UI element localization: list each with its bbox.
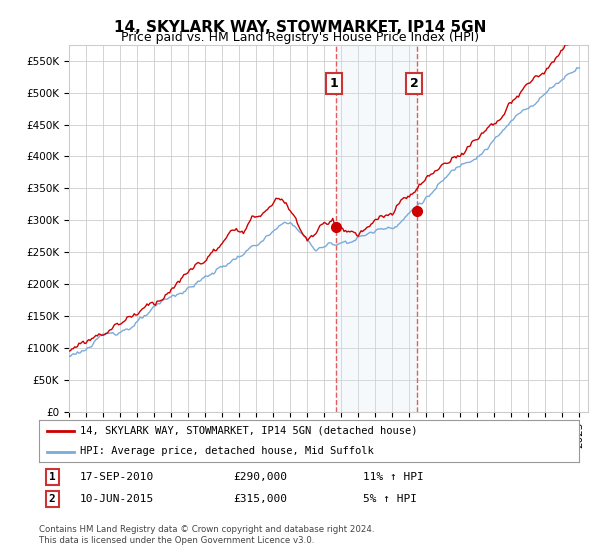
Text: Price paid vs. HM Land Registry's House Price Index (HPI): Price paid vs. HM Land Registry's House … — [121, 31, 479, 44]
Text: 17-SEP-2010: 17-SEP-2010 — [79, 472, 154, 482]
Text: 10-JUN-2015: 10-JUN-2015 — [79, 494, 154, 505]
Text: 1: 1 — [49, 472, 55, 482]
Text: 14, SKYLARK WAY, STOWMARKET, IP14 5GN (detached house): 14, SKYLARK WAY, STOWMARKET, IP14 5GN (d… — [79, 426, 417, 436]
Text: 14, SKYLARK WAY, STOWMARKET, IP14 5GN: 14, SKYLARK WAY, STOWMARKET, IP14 5GN — [114, 20, 486, 35]
Bar — [337, 45, 417, 412]
Text: 2: 2 — [410, 77, 419, 90]
Text: Contains HM Land Registry data © Crown copyright and database right 2024.
This d: Contains HM Land Registry data © Crown c… — [39, 525, 374, 545]
Text: 2: 2 — [49, 494, 55, 505]
Text: 5% ↑ HPI: 5% ↑ HPI — [363, 494, 417, 505]
Text: £290,000: £290,000 — [233, 472, 287, 482]
Text: 1: 1 — [329, 77, 338, 90]
Text: HPI: Average price, detached house, Mid Suffolk: HPI: Average price, detached house, Mid … — [79, 446, 373, 456]
Text: £315,000: £315,000 — [233, 494, 287, 505]
Text: 11% ↑ HPI: 11% ↑ HPI — [363, 472, 424, 482]
